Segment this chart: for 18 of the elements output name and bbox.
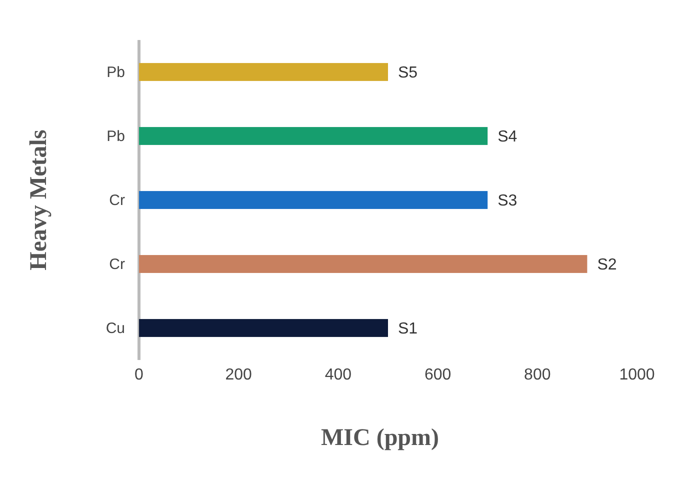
y-axis-title: Heavy Metals (26, 130, 52, 270)
y-tick-label: Pb (106, 128, 125, 145)
x-axis-title: MIC (ppm) (321, 425, 439, 451)
series-label: S1 (398, 320, 418, 338)
series-label: S4 (498, 128, 518, 146)
series-label: S2 (597, 256, 617, 274)
y-tick-label: Cr (109, 256, 126, 273)
x-tick-label: 600 (424, 366, 452, 384)
x-tick-label: 1000 (619, 366, 655, 384)
x-tick-label: 800 (524, 366, 551, 384)
y-tick-label: Cr (109, 192, 126, 209)
y-tick-label: Pb (106, 64, 125, 81)
series-label: S3 (498, 192, 518, 210)
x-tick-label: 200 (225, 366, 252, 384)
y-tick-label: Cu (106, 320, 125, 337)
series-label: S5 (398, 64, 418, 82)
x-tick-label: 0 (134, 366, 144, 384)
x-tick-label: 400 (324, 366, 352, 384)
